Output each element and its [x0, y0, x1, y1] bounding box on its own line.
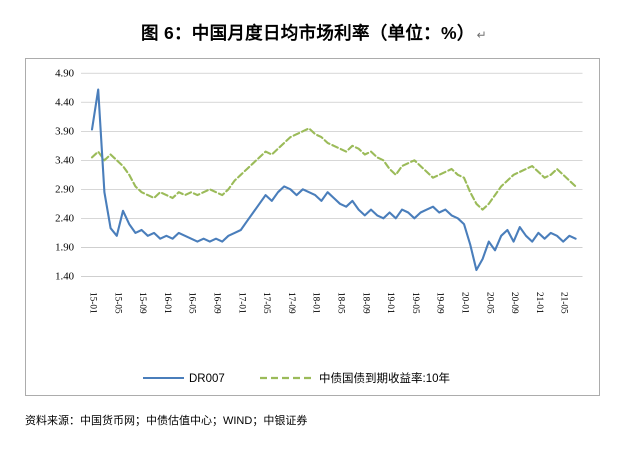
svg-text:18-01: 18-01	[311, 292, 321, 314]
svg-text:15-09: 15-09	[137, 292, 147, 314]
svg-text:2.90: 2.90	[55, 184, 74, 196]
svg-text:20-05: 20-05	[484, 292, 494, 314]
svg-text:3.90: 3.90	[55, 126, 74, 138]
svg-text:16-05: 16-05	[187, 292, 197, 314]
svg-text:18-05: 18-05	[336, 292, 346, 314]
svg-text:16-01: 16-01	[162, 292, 172, 314]
svg-text:17-01: 17-01	[236, 292, 246, 314]
svg-text:15-01: 15-01	[88, 292, 98, 314]
svg-text:15-05: 15-05	[112, 292, 122, 314]
svg-text:17-09: 17-09	[286, 292, 296, 314]
svg-text:21-01: 21-01	[534, 292, 544, 314]
svg-text:DR007: DR007	[189, 373, 225, 385]
svg-text:16-09: 16-09	[212, 292, 222, 314]
svg-text:2.40: 2.40	[55, 213, 74, 225]
svg-text:19-01: 19-01	[385, 292, 395, 314]
svg-text:4.90: 4.90	[55, 68, 74, 80]
svg-text:19-09: 19-09	[435, 292, 445, 314]
svg-text:中债国债到期收益率:10年: 中债国债到期收益率:10年	[319, 371, 450, 385]
svg-text:19-05: 19-05	[410, 292, 420, 314]
svg-text:20-09: 20-09	[509, 292, 519, 314]
svg-text:21-05: 21-05	[559, 292, 569, 314]
svg-text:17-05: 17-05	[261, 292, 271, 314]
svg-text:3.40: 3.40	[55, 155, 74, 167]
svg-text:1.90: 1.90	[55, 242, 74, 254]
svg-text:4.40: 4.40	[55, 97, 74, 109]
svg-text:20-01: 20-01	[460, 292, 470, 314]
svg-text:18-09: 18-09	[360, 292, 370, 314]
svg-text:1.40: 1.40	[55, 271, 74, 283]
